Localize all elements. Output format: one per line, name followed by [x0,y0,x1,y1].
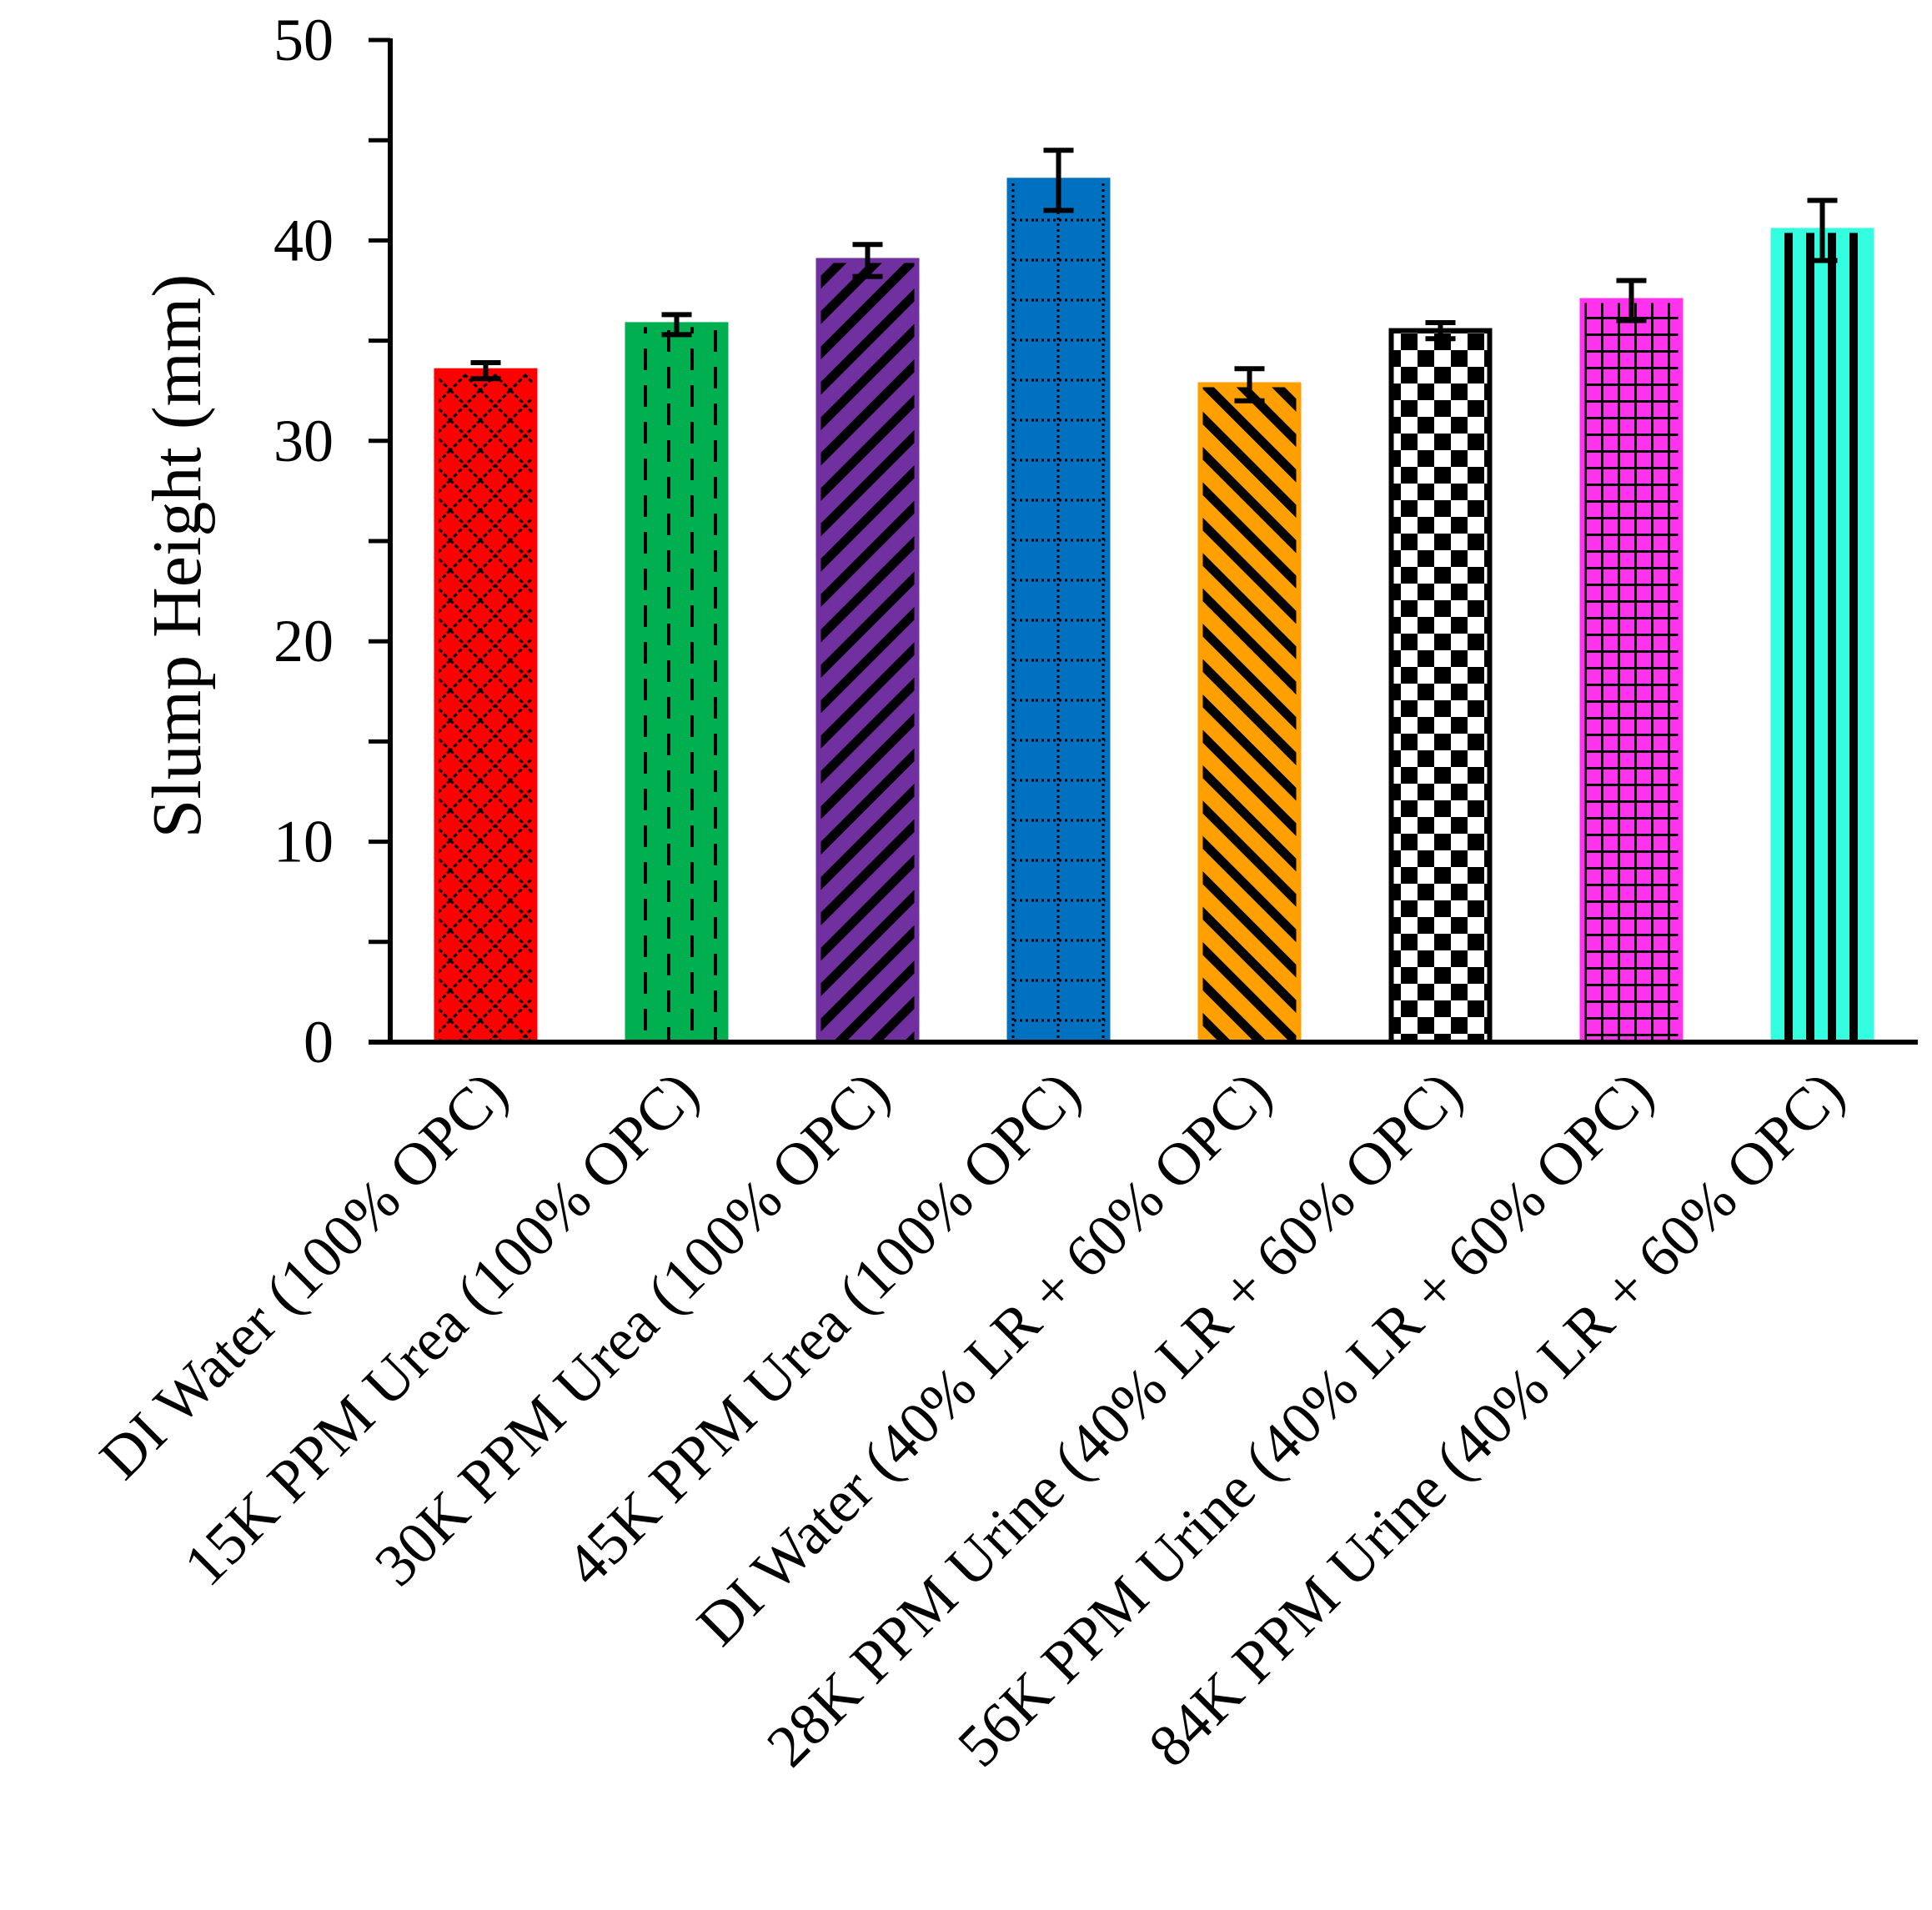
bar [434,368,538,1045]
y-tick-label: 20 [273,608,334,674]
bar [1197,382,1302,1045]
y-tick-label: 40 [273,207,334,273]
bar [1388,328,1493,1045]
x-tick-label: 56K PPM Urine (40% LR + 60% OPC) [945,1059,1666,1780]
bar [1770,228,1874,1045]
bar [1579,298,1684,1045]
bars-layer [434,178,1874,1045]
bar [1006,178,1111,1045]
x-tick-label: 84K PPM Urine (40% LR + 60% OPC) [1136,1059,1857,1780]
y-tick-label: 30 [273,408,334,474]
y-tick-label: 0 [304,1009,334,1075]
bar [815,258,920,1045]
x-tick-label: 28K PPM Urine (40% LR + 60% OPC) [754,1059,1475,1780]
y-tick-label: 10 [273,809,334,875]
bar [625,322,729,1045]
y-tick-label: 50 [273,7,334,73]
y-axis-title: Slump Height (mm) [138,274,216,839]
error-bars-layer [470,148,1838,404]
